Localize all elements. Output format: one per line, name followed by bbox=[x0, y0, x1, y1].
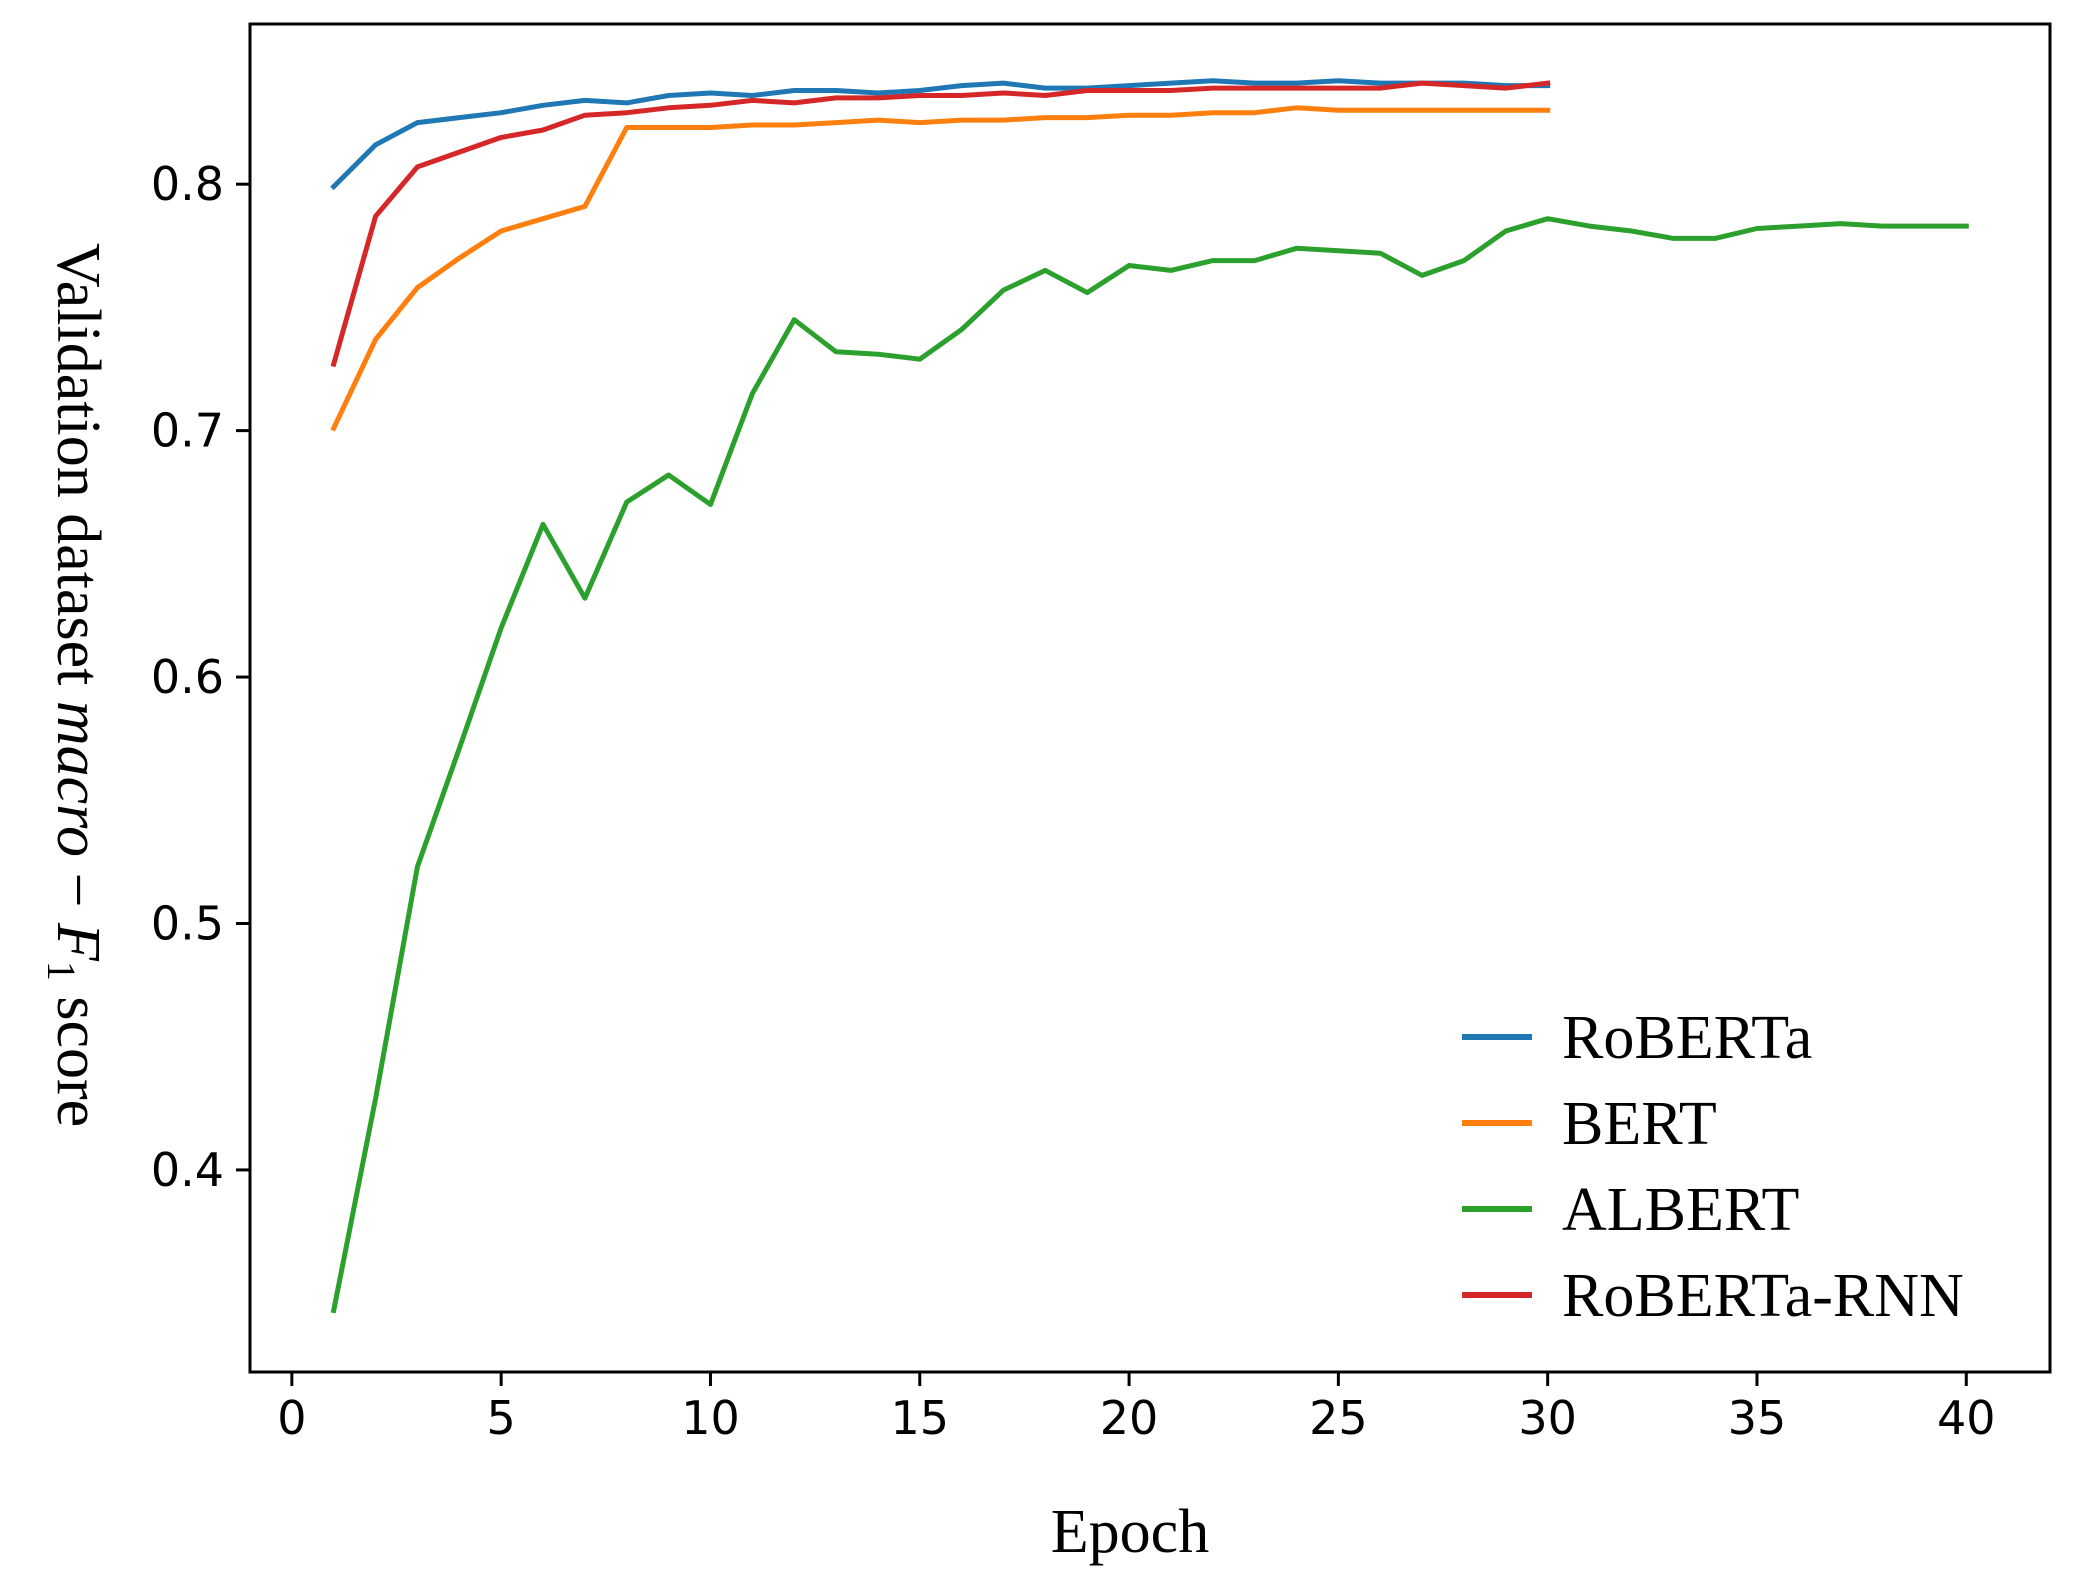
x-tick-label: 40 bbox=[1937, 1391, 1996, 1445]
y-tick-label: 0.8 bbox=[151, 157, 224, 211]
plot-frame bbox=[248, 22, 2052, 1374]
y-axis-label: Validation dataset macro − F1 score bbox=[39, 243, 112, 1127]
x-tick-label: 0 bbox=[277, 1391, 306, 1445]
y-tick-label: 0.7 bbox=[151, 404, 224, 458]
legend-label-roberta: RoBERTa bbox=[1562, 1004, 1812, 1072]
y-axis-label-macro: macro bbox=[44, 701, 112, 857]
y-tick-label: 0.5 bbox=[151, 896, 224, 950]
y-axis-label-suffix: score bbox=[44, 981, 112, 1127]
legend-label-roberta-rnn: RoBERTa-RNN bbox=[1562, 1262, 1964, 1330]
x-tick-label: 35 bbox=[1728, 1391, 1787, 1445]
x-axis: 0 5 10 15 20 25 30 35 40 bbox=[277, 1372, 1996, 1445]
series-line-roberta bbox=[330, 78, 1551, 191]
y-axis-label-sub: 1 bbox=[39, 961, 84, 981]
x-tick-label: 10 bbox=[681, 1391, 740, 1445]
y-axis-label-prefix: Validation dataset bbox=[44, 243, 112, 701]
series-line-albert bbox=[330, 216, 1969, 1314]
y-tick-label: 0.6 bbox=[151, 650, 224, 704]
x-tick-label: 5 bbox=[487, 1391, 516, 1445]
y-axis-label-dash: − bbox=[44, 857, 112, 923]
x-tick-label: 20 bbox=[1100, 1391, 1159, 1445]
x-tick-label: 25 bbox=[1309, 1391, 1368, 1445]
x-axis-label: Epoch bbox=[1051, 1498, 1209, 1566]
x-tick-label: 30 bbox=[1518, 1391, 1577, 1445]
legend-label-bert: BERT bbox=[1562, 1090, 1717, 1158]
series-lines bbox=[330, 78, 1969, 1314]
series-line-roberta-rnn bbox=[330, 80, 1551, 368]
y-tick-label: 0.4 bbox=[151, 1143, 224, 1197]
x-tick-label: 15 bbox=[890, 1391, 949, 1445]
y-axis-label-f: F bbox=[44, 922, 112, 962]
series-line-bert bbox=[330, 105, 1551, 432]
legend-label-albert: ALBERT bbox=[1562, 1176, 1799, 1244]
y-axis: 0.4 0.5 0.6 0.7 0.8 bbox=[151, 157, 250, 1197]
legend: RoBERTa BERT ALBERT RoBERTa-RNN bbox=[1462, 1004, 1964, 1330]
